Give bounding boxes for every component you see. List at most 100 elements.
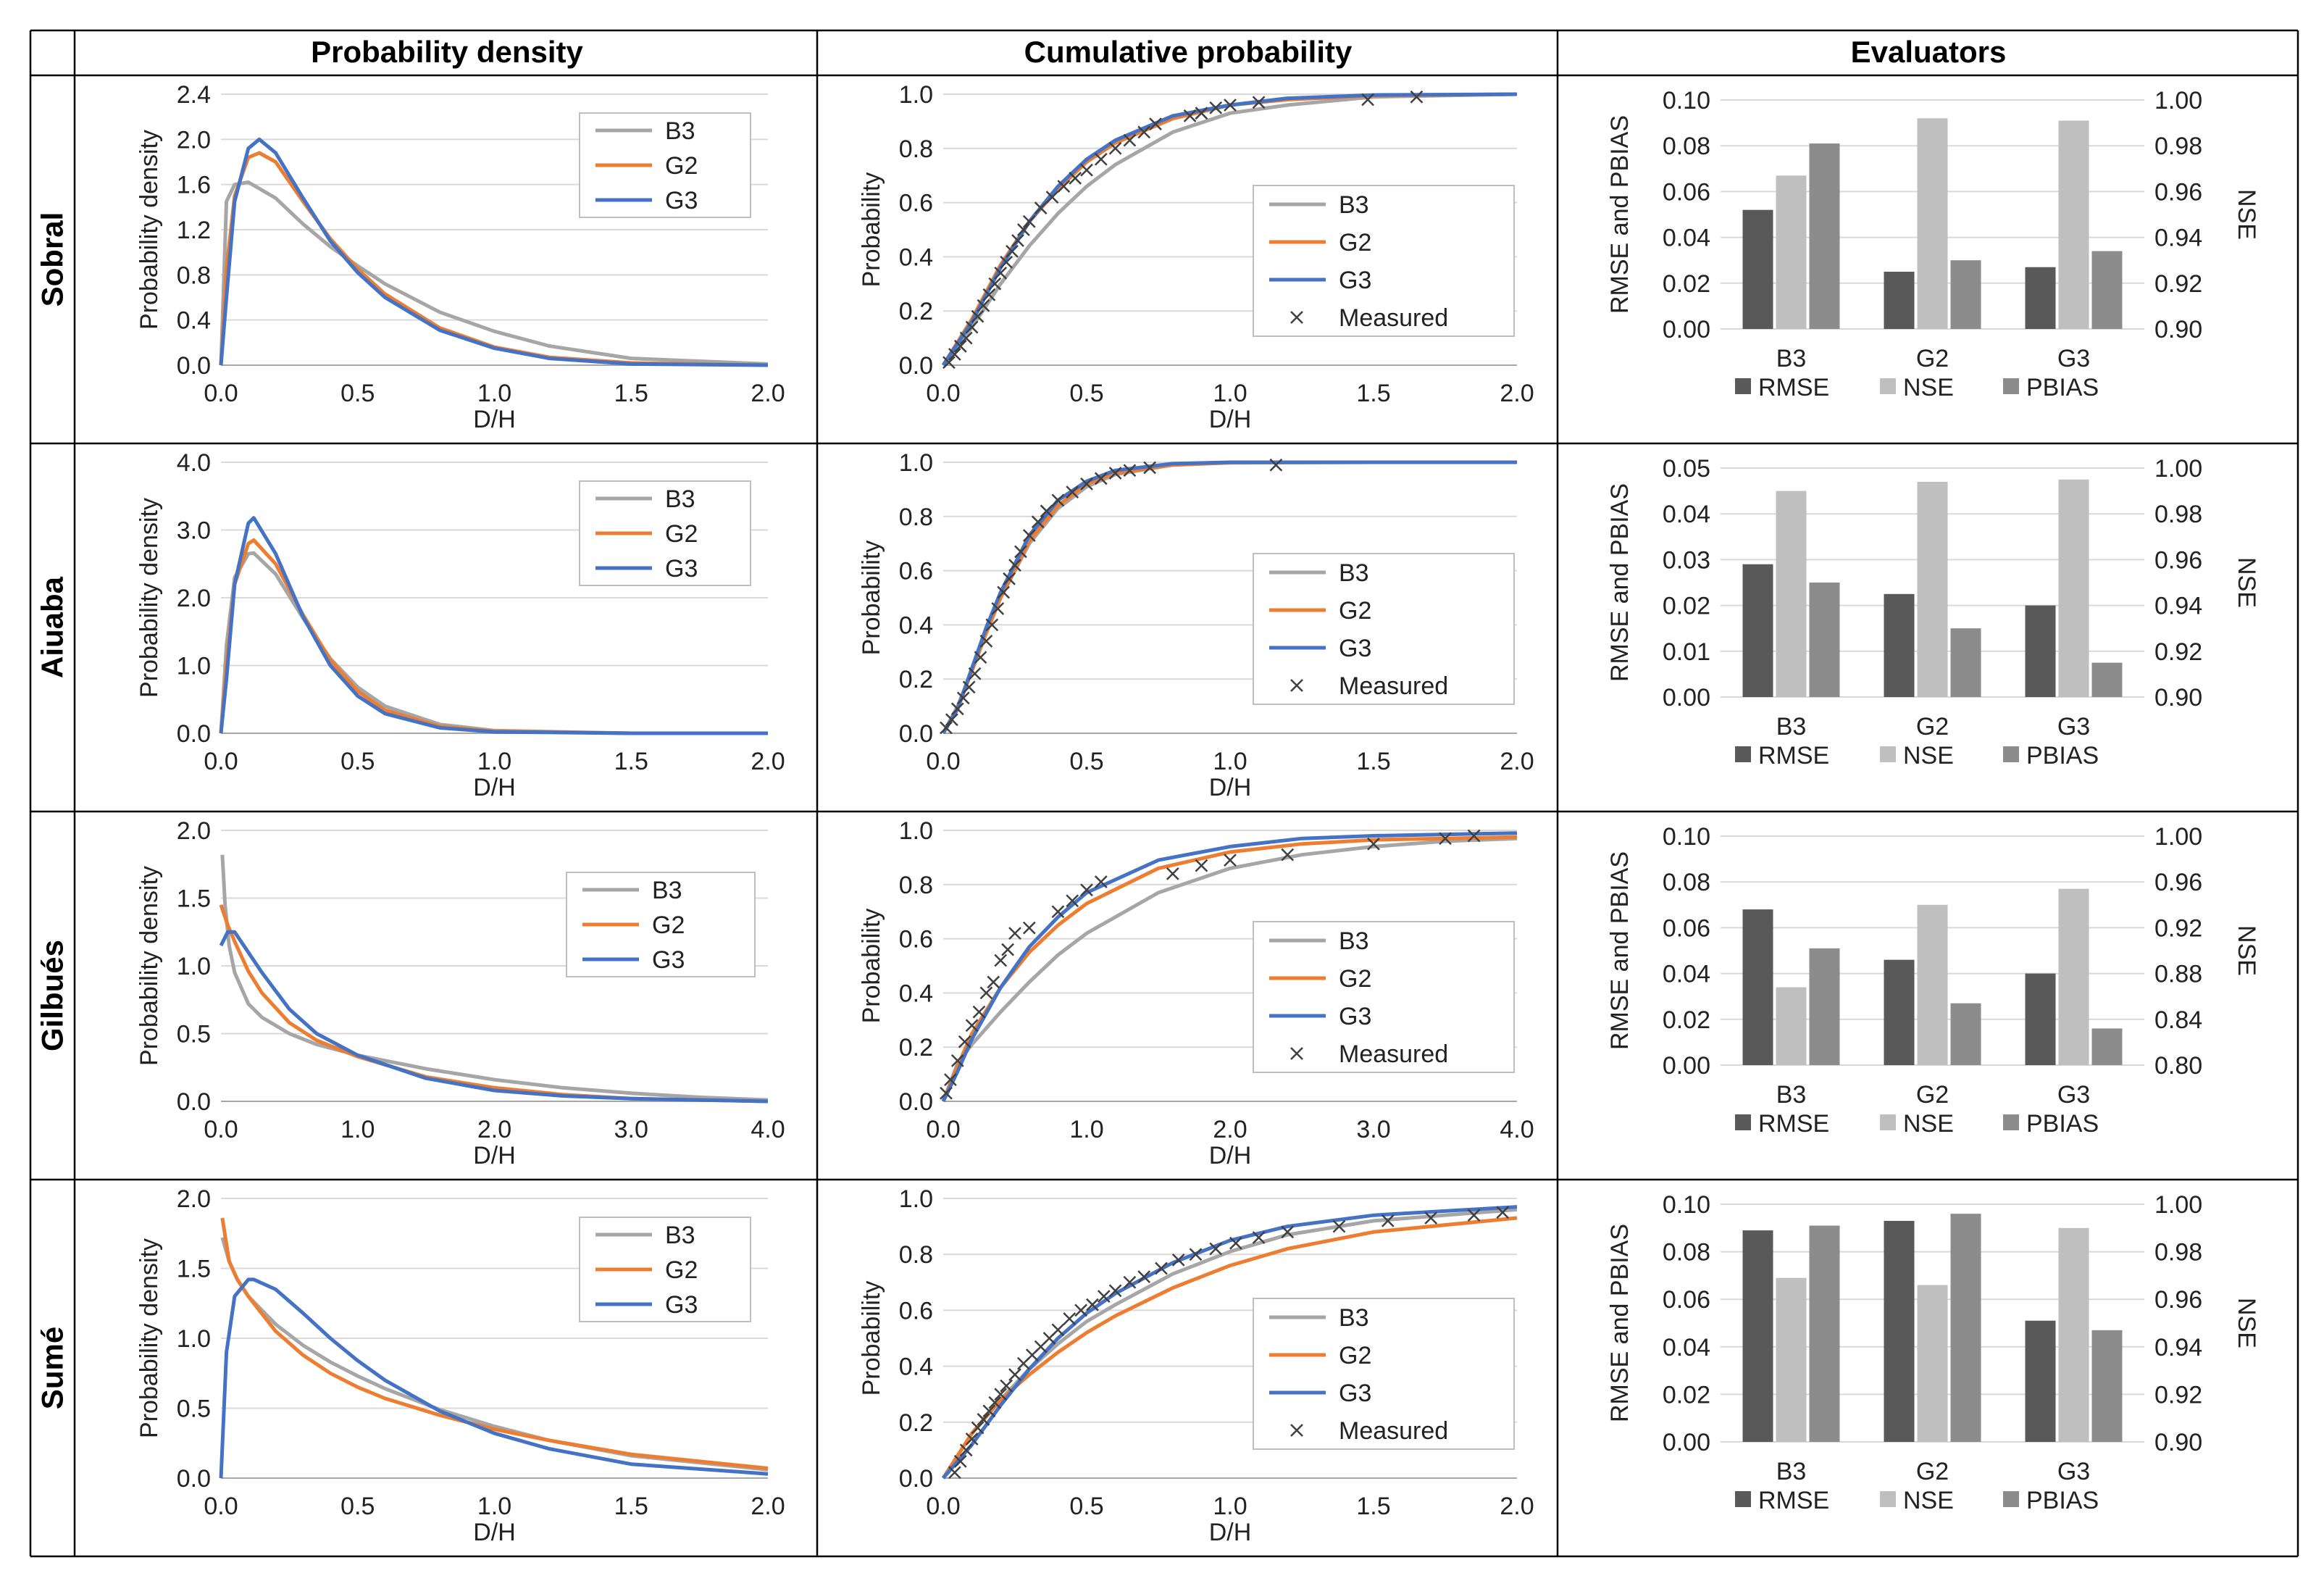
measured-point: [985, 618, 999, 632]
x-axis-label: D/H: [1209, 406, 1252, 433]
legend-label-b3: B3: [1339, 927, 1369, 955]
series-line-g2: [941, 835, 1518, 1102]
measured-point: [1074, 1303, 1087, 1317]
measured-point: [1424, 1211, 1438, 1225]
legend-swatch-pbias: [2003, 1114, 2019, 1130]
measured-point: [1149, 117, 1162, 131]
y-left-tick-label: 0.02: [1663, 270, 1710, 298]
y-left-tick-label: 0.08: [1663, 869, 1710, 896]
series-line-g3: [219, 1277, 769, 1479]
legend-marker-measured: [1290, 311, 1303, 324]
measured-point: [1003, 572, 1016, 585]
series-line-g2: [941, 1216, 1518, 1480]
measured-point: [971, 309, 985, 323]
y-tick-label: 0.6: [899, 1297, 933, 1325]
y-right-tick-label: 0.98: [2154, 1239, 2202, 1267]
y-left-tick-label: 0.02: [1663, 1381, 1710, 1409]
y-tick-label: 1.0: [899, 1185, 933, 1213]
measured-point: [1137, 1270, 1151, 1283]
measured-point: [994, 954, 1008, 967]
x-tick-label: 0.0: [926, 380, 960, 407]
bar-nse-g2: [1917, 1285, 1948, 1442]
measured-point: [997, 585, 1011, 599]
legend-label-pbias: PBIAS: [2026, 1110, 2099, 1138]
x-axis-label: D/H: [473, 1142, 516, 1169]
measured-point: [950, 702, 964, 716]
bar-rmse-b3: [1742, 564, 1773, 697]
x-tick-label: 1.0: [477, 748, 511, 775]
x-tick-label: 0.0: [926, 1116, 960, 1143]
y-right-tick-label: 0.96: [2154, 178, 2202, 206]
x-tick-label: 2.0: [1500, 380, 1534, 407]
bar-nse-g3: [2058, 120, 2089, 329]
y-right-tick-label: 0.98: [2154, 133, 2202, 160]
series-line-g3: [219, 930, 769, 1104]
measured-point: [1008, 559, 1021, 572]
y-right-tick-label: 0.92: [2154, 1381, 2202, 1409]
x-axis-label: D/H: [1209, 774, 1252, 801]
legend-label-g3: G3: [1339, 1003, 1371, 1030]
measured-point: [1410, 90, 1424, 104]
site-label: Gilbués: [35, 940, 70, 1051]
measured-point: [982, 1404, 996, 1418]
y-right-tick-label: 1.00: [2154, 455, 2202, 483]
bar-nse-b3: [1776, 1277, 1807, 1442]
y-left-tick-label: 0.08: [1663, 1239, 1710, 1267]
x-category-label: B3: [1776, 1081, 1807, 1109]
legend-label-g3: G3: [665, 1291, 698, 1319]
y-left-tick-label: 0.06: [1663, 178, 1710, 206]
bar-rmse-b3: [1742, 209, 1773, 329]
y-left-tick-label: 0.00: [1663, 316, 1710, 343]
y-left-tick-label: 0.04: [1663, 501, 1710, 528]
measured-point: [1332, 1219, 1346, 1233]
evaluators-chart: 0.00 0.90 0.02 0.92 0.04 0.94 0.06 0.96 0.08 0.98…: [1606, 1191, 2260, 1514]
y-right-tick-label: 0.98: [2154, 501, 2202, 528]
legend-label-b3: B3: [665, 485, 695, 513]
measured-point: [1224, 99, 1237, 112]
measured-point: [1209, 1242, 1223, 1256]
measured-point: [962, 680, 976, 694]
y-left-tick-label: 0.01: [1663, 638, 1710, 666]
y-tick-label: 1.0: [177, 953, 211, 980]
bar-rmse-g2: [1884, 959, 1915, 1065]
measured-point: [1080, 163, 1093, 177]
x-tick-label: 0.0: [204, 748, 238, 775]
measured-point: [959, 1443, 973, 1457]
site-label: Aiuaba: [35, 576, 70, 678]
cdf-chart: 0.0 0.2 0.4 0.6 0.8 1.0 0.0 1.0 2.0 3.0 4.0 D/H Prob…: [858, 817, 1534, 1169]
x-category-label: G2: [1916, 1458, 1949, 1485]
y-tick-label: 1.0: [899, 449, 933, 477]
bar-nse-b3: [1776, 175, 1807, 329]
y-tick-label: 0.6: [899, 190, 933, 217]
y-left-tick-label: 0.08: [1663, 133, 1710, 160]
y-left-tick-label: 0.06: [1663, 1286, 1710, 1314]
x-category-label: G2: [1916, 1081, 1949, 1109]
measured-point: [956, 691, 970, 705]
measured-point: [1006, 245, 1019, 258]
y-right-tick-label: 0.92: [2154, 914, 2202, 942]
series-line-g3: [941, 831, 1518, 1103]
series-line-g2: [220, 1217, 769, 1470]
legend-box: [1253, 185, 1515, 337]
y-axis-label: Probability density: [135, 1238, 163, 1438]
legend-label-g3: G3: [1339, 267, 1371, 294]
x-tick-label: 0.0: [926, 1493, 960, 1520]
y-left-tick-label: 0.04: [1663, 961, 1710, 988]
measured-point: [1086, 1298, 1099, 1311]
header-evaluators: Evaluators: [1851, 35, 2007, 69]
y-tick-label: 1.2: [177, 217, 211, 244]
series-line-g3: [219, 516, 768, 735]
y-tick-label: 0.4: [899, 243, 933, 271]
measured-point: [1155, 1261, 1168, 1275]
y-right-tick-label: 0.92: [2154, 638, 2202, 666]
y-left-axis-label: RMSE and PBIAS: [1606, 851, 1634, 1050]
pdf-chart: 0.0 0.5 1.0 1.5 2.0 0.0 0.5 1.0 1.5 2.0 D/H Probabi…: [135, 1185, 785, 1546]
measured-point: [1252, 96, 1266, 109]
bar-pbias-b3: [1809, 1225, 1840, 1442]
y-right-tick-label: 0.84: [2154, 1006, 2202, 1034]
measured-point: [1066, 485, 1079, 499]
y-tick-label: 0.6: [899, 558, 933, 585]
measured-point: [958, 1035, 971, 1048]
measured-point: [965, 1432, 979, 1446]
x-category-label: G2: [1916, 713, 1949, 741]
